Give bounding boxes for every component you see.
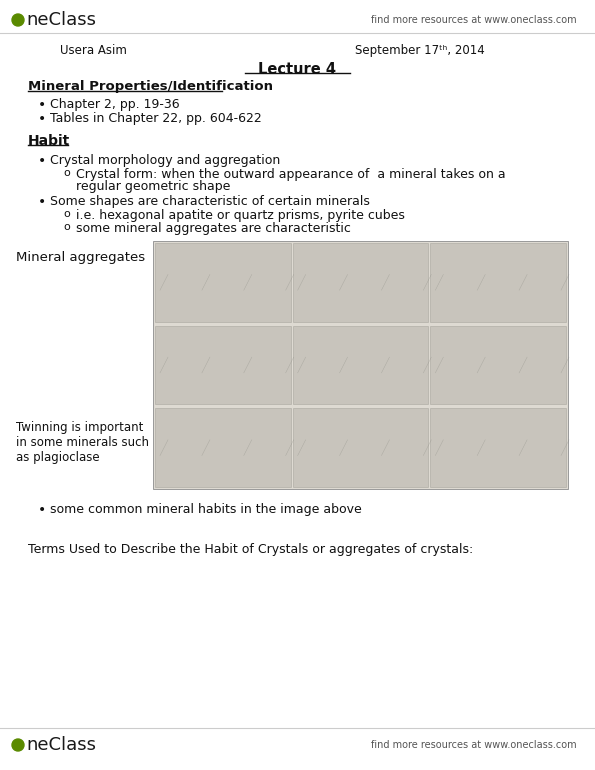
Text: neClass: neClass <box>26 736 96 754</box>
Text: Usera Asim: Usera Asim <box>60 44 127 57</box>
Text: Twinning is important
in some minerals such
as plagioclase: Twinning is important in some minerals s… <box>16 421 149 464</box>
FancyBboxPatch shape <box>430 408 566 487</box>
Circle shape <box>12 14 24 26</box>
Text: Lecture 4: Lecture 4 <box>258 62 336 77</box>
Text: regular geometric shape: regular geometric shape <box>76 180 230 193</box>
FancyBboxPatch shape <box>155 408 291 487</box>
Text: Tables in Chapter 22, pp. 604-622: Tables in Chapter 22, pp. 604-622 <box>50 112 262 125</box>
Text: o: o <box>63 209 70 219</box>
FancyBboxPatch shape <box>430 243 566 322</box>
Text: neClass: neClass <box>26 11 96 29</box>
Text: Mineral aggregates: Mineral aggregates <box>16 251 145 264</box>
Text: Mineral Properties/Identification: Mineral Properties/Identification <box>28 80 278 93</box>
FancyBboxPatch shape <box>293 243 428 322</box>
Text: find more resources at www.oneclass.com: find more resources at www.oneclass.com <box>371 740 577 750</box>
Text: •: • <box>38 112 46 126</box>
FancyBboxPatch shape <box>293 326 428 404</box>
Text: September 17ᵗʰ, 2014: September 17ᵗʰ, 2014 <box>355 44 485 57</box>
Text: some mineral aggregates are characteristic: some mineral aggregates are characterist… <box>76 222 351 235</box>
Text: •: • <box>38 195 46 209</box>
Text: Some shapes are characteristic of certain minerals: Some shapes are characteristic of certai… <box>50 195 370 208</box>
FancyBboxPatch shape <box>293 408 428 487</box>
FancyBboxPatch shape <box>155 326 291 404</box>
Circle shape <box>12 739 24 751</box>
Text: •: • <box>38 154 46 168</box>
Text: •: • <box>38 503 46 517</box>
Text: Habit: Habit <box>28 134 70 148</box>
Text: i.e. hexagonal apatite or quartz prisms, pyrite cubes: i.e. hexagonal apatite or quartz prisms,… <box>76 209 405 222</box>
FancyBboxPatch shape <box>430 326 566 404</box>
Text: Crystal form: when the outward appearance of  a mineral takes on a: Crystal form: when the outward appearanc… <box>76 168 506 181</box>
Text: Terms Used to Describe the Habit of Crystals or aggregates of crystals:: Terms Used to Describe the Habit of Crys… <box>28 543 473 556</box>
Text: •: • <box>38 98 46 112</box>
Text: find more resources at www.oneclass.com: find more resources at www.oneclass.com <box>371 15 577 25</box>
Text: o: o <box>63 222 70 232</box>
FancyBboxPatch shape <box>153 241 568 489</box>
Text: Chapter 2, pp. 19-36: Chapter 2, pp. 19-36 <box>50 98 180 111</box>
Text: some common mineral habits in the image above: some common mineral habits in the image … <box>50 503 362 516</box>
FancyBboxPatch shape <box>155 243 291 322</box>
Text: Crystal morphology and aggregation: Crystal morphology and aggregation <box>50 154 280 167</box>
Text: o: o <box>63 168 70 178</box>
